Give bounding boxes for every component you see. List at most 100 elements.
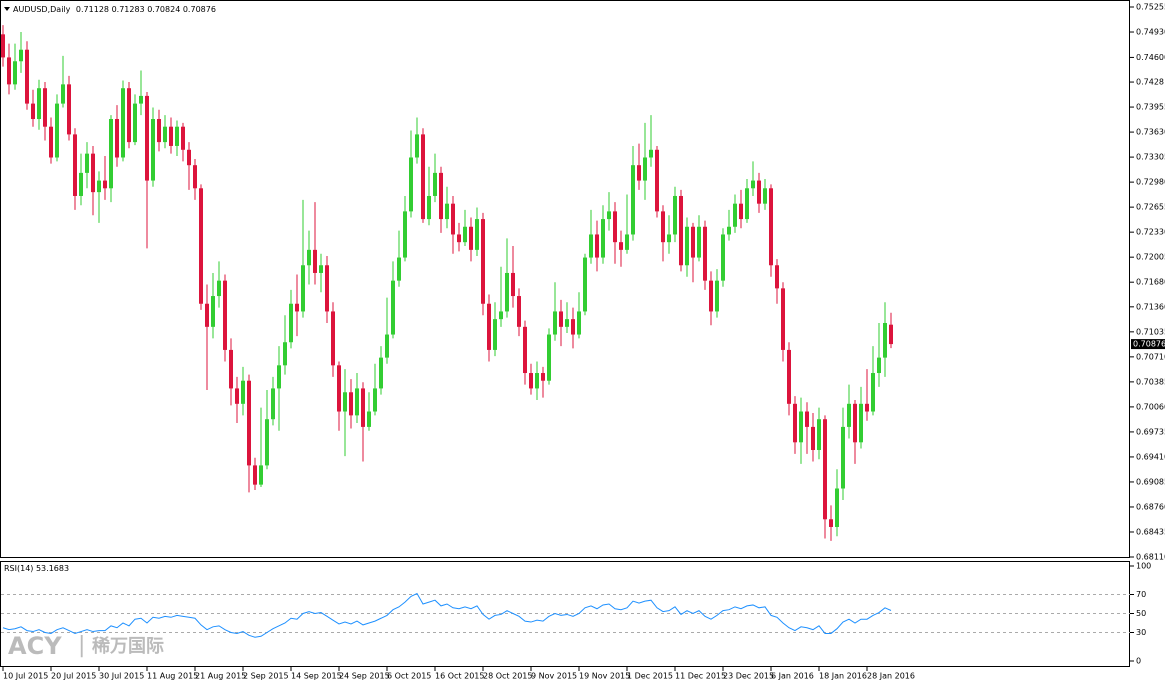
candle-body [475, 219, 479, 250]
x-tick-label: 28 Oct 2015 [483, 672, 532, 681]
y-tick-label: 0.70385 [1136, 377, 1165, 386]
candle-body [373, 388, 377, 412]
candle-body [517, 296, 521, 327]
candle-body [163, 126, 167, 143]
candle-body [451, 203, 455, 235]
x-tick-label: 23 Dec 2015 [723, 672, 774, 681]
low: 0.70824 [147, 5, 180, 14]
candle-body [97, 180, 101, 193]
candle-body [811, 426, 815, 451]
open: 0.71128 [76, 5, 109, 14]
candle-body [7, 57, 11, 85]
candle-body [415, 134, 419, 158]
candle-body [133, 103, 137, 143]
candle-body [679, 195, 683, 266]
collapse-arrow[interactable] [4, 7, 10, 11]
candle-body [217, 280, 221, 297]
candle-body [547, 334, 551, 381]
candle-body [829, 519, 833, 527]
candle-body [433, 172, 437, 196]
candle-body [121, 88, 125, 158]
candle-body [49, 126, 53, 158]
candle-body [835, 488, 839, 527]
candle-body [343, 392, 347, 412]
candle-body [697, 226, 701, 258]
y-tick-label: 0.69085 [1136, 477, 1165, 486]
candle-body [439, 172, 443, 220]
candle-body [277, 365, 281, 389]
candle-body [199, 188, 203, 304]
x-tick-label: 20 Jul 2015 [51, 672, 96, 681]
candle-body [655, 149, 659, 212]
y-tick-label: 0.69735 [1136, 427, 1165, 436]
candle-body [613, 211, 617, 243]
candle-body [559, 311, 563, 327]
candle-body [187, 149, 191, 166]
close: 0.70876 [183, 5, 216, 14]
candle-body [109, 119, 113, 189]
candle-body [313, 249, 317, 273]
candle-body [625, 234, 629, 250]
candle-body [115, 119, 119, 158]
candle-body [19, 49, 23, 62]
candle-body [13, 61, 17, 85]
candle-body [25, 49, 29, 104]
candle-body [505, 272, 509, 312]
candle-body [637, 165, 641, 181]
candle-body [139, 95, 143, 104]
y-tick-label: 0.72655 [1136, 203, 1165, 212]
candle-body [319, 265, 323, 273]
candle-body [259, 465, 263, 485]
candle-body [55, 103, 59, 158]
candle-body [589, 234, 593, 258]
candle-body [565, 319, 569, 327]
x-tick-label: 9 Nov 2015 [531, 672, 577, 681]
candle-body [235, 388, 239, 404]
candle-body [583, 257, 587, 312]
candle-body [787, 349, 791, 404]
watermark-separator: | [78, 633, 85, 658]
x-tick-label: 19 Nov 2015 [579, 672, 630, 681]
high: 0.71283 [112, 5, 145, 14]
candle-body [721, 234, 725, 281]
candle-body [619, 242, 623, 250]
x-tick-label: 2 Sep 2015 [243, 672, 289, 681]
candle-body [757, 180, 761, 204]
candle-body [571, 319, 575, 335]
y-tick-label: 0.75255 [1136, 3, 1165, 12]
candle-body [847, 403, 851, 427]
candle-body [529, 373, 533, 389]
candle-body [205, 303, 209, 327]
rsi-line [2, 592, 892, 638]
candle-body [691, 226, 695, 258]
candle-body [169, 126, 173, 146]
candle-body [715, 280, 719, 312]
rsi-legend: RSI(14) 53.1683 [4, 564, 69, 573]
candle-body [457, 234, 461, 243]
watermark-name: 稀万国际 [92, 635, 164, 657]
rsi-tick-label: 100 [1136, 562, 1151, 571]
candle-body [409, 157, 413, 212]
candle-body [295, 303, 299, 312]
candle-body [817, 419, 821, 451]
candle-body [727, 226, 731, 235]
candle-body [751, 180, 755, 189]
x-tick-label: 6 Oct 2015 [387, 672, 431, 681]
candle-body [193, 165, 197, 189]
candle-body [175, 126, 179, 146]
candle-body [463, 226, 467, 243]
candle-body [769, 188, 773, 266]
candle-body [763, 188, 767, 204]
x-tick-label: 6 Jan 2016 [771, 672, 814, 681]
y-tick-label: 0.68435 [1136, 527, 1165, 536]
candle-body [43, 88, 47, 127]
candle-body [481, 219, 485, 304]
candle-body [871, 373, 875, 412]
